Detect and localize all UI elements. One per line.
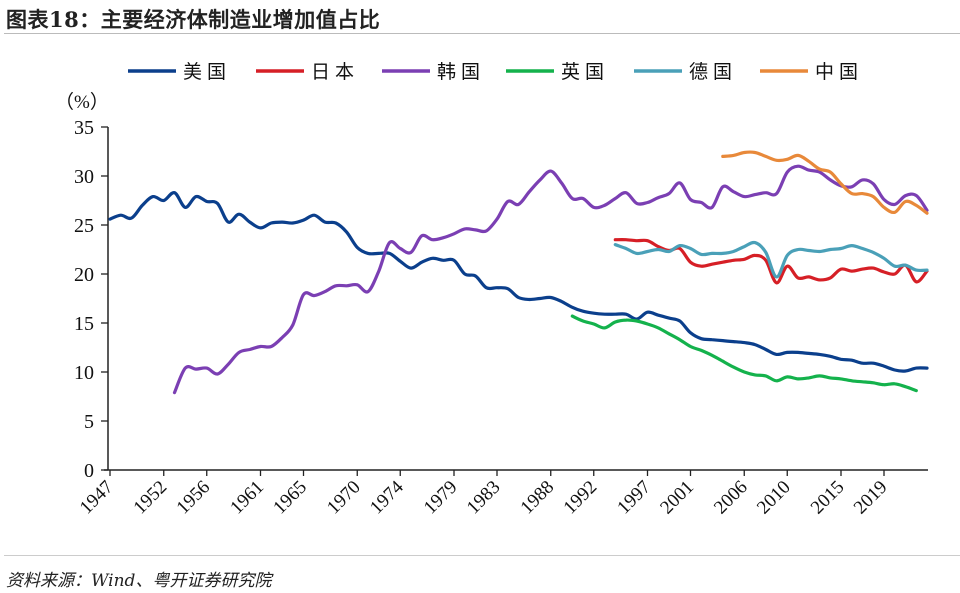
y-tick-label: 0 [84,460,94,482]
legend-label: 英国 [561,61,609,83]
x-tick-label: 1970 [323,477,365,519]
x-tick-label: 1974 [366,476,408,518]
x-tick-label: 1956 [173,477,215,519]
y-tick-label: 20 [74,264,94,286]
source-divider [4,555,960,556]
x-tick-label: 1965 [269,477,311,519]
x-tick-label: 1979 [420,477,462,519]
y-tick-label: 35 [74,117,94,139]
x-tick-label: 1961 [226,477,268,519]
x-tick-label: 2010 [753,477,795,519]
legend: 美国 日本 韩国 英国 德国 中国 [128,61,863,83]
x-tick-label: 2015 [807,477,849,519]
x-tick-label: 1997 [613,477,655,519]
legend-item: 美国 [128,61,231,83]
y-tick-label: 5 [84,411,94,433]
x-tick-label: 2019 [850,477,892,519]
y-tick-label: 10 [74,362,94,384]
y-tick-label: 15 [74,313,94,335]
x-tick-label: 2006 [710,477,752,519]
series-line-1 [108,191,929,373]
series-line-6 [721,150,929,215]
legend-label: 中国 [815,61,863,83]
legend-item: 韩国 [382,61,485,83]
x-tick-label: 1992 [560,477,602,519]
x-tick-label: 1952 [130,477,172,519]
figure-title: 图表18：主要经济体制造业增加值占比 [6,7,381,32]
legend-label: 日本 [311,61,359,83]
legend-item: 德国 [634,61,737,83]
x-tick-label: 1983 [463,477,505,519]
series-line-2 [613,238,929,285]
source-note: 资料来源：Wind、粤开证券研究院 [6,571,272,591]
x-tick-label: 1947 [76,477,118,519]
legend-label: 美国 [183,61,231,83]
series-line-3 [172,164,929,395]
legend-item: 日本 [256,61,359,83]
x-tick-label: 2001 [656,477,698,519]
x-tick-label: 1988 [517,477,559,519]
series-line-4 [570,314,918,393]
legend-item: 中国 [760,61,863,83]
y-axis-label: （%） [55,91,109,113]
y-tick-label: 30 [74,166,94,188]
title-divider [4,33,960,34]
legend-label: 德国 [689,61,737,83]
legend-label: 韩国 [437,61,485,83]
y-tick-label: 25 [74,215,94,237]
series-lines [108,150,929,395]
legend-item: 英国 [506,61,609,83]
series-line-5 [613,240,929,279]
